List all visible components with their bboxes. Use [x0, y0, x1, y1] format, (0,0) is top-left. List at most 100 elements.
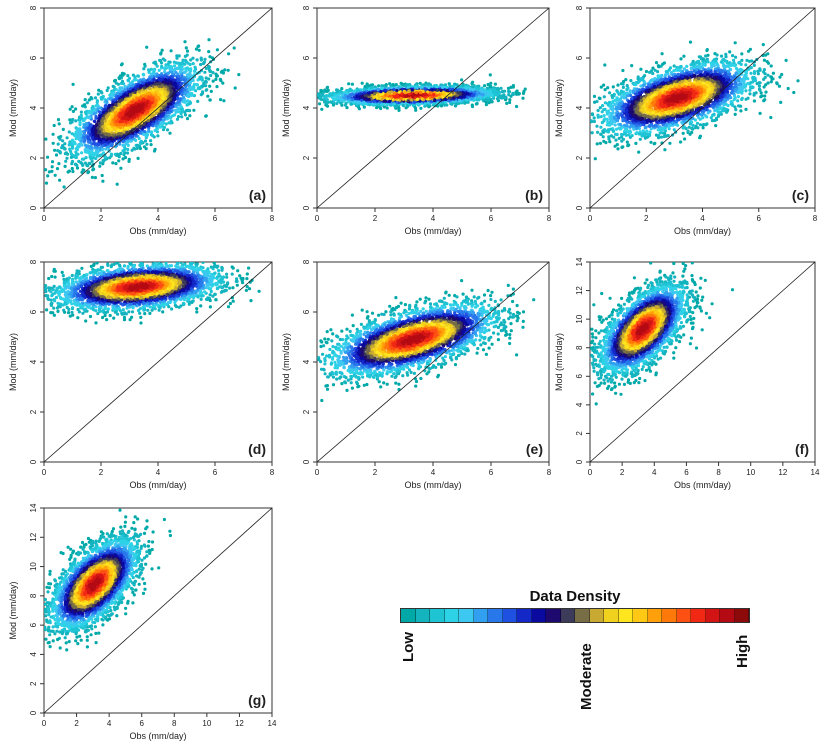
data-point [57, 135, 61, 139]
data-point [91, 132, 95, 136]
data-point [128, 122, 132, 126]
data-point [108, 156, 112, 160]
data-point [71, 169, 75, 174]
data-point [120, 112, 125, 117]
data-point [134, 102, 138, 106]
data-point [118, 129, 122, 133]
data-point [127, 159, 131, 163]
data-point [103, 132, 107, 136]
data-point [50, 169, 54, 173]
data-point [136, 92, 140, 97]
data-point [159, 78, 163, 82]
data-point [141, 98, 145, 102]
data-point [124, 141, 128, 146]
data-point [149, 143, 153, 147]
data-point [133, 75, 137, 79]
data-point [221, 81, 225, 85]
data-point [165, 117, 169, 121]
data-point [100, 133, 104, 137]
data-point [152, 91, 156, 95]
data-point [104, 147, 108, 151]
data-point [63, 164, 67, 168]
data-point [380, 84, 384, 88]
data-point [158, 125, 163, 129]
data-point [204, 66, 208, 70]
data-point [208, 55, 212, 59]
data-point [125, 151, 130, 155]
data-point [159, 109, 163, 113]
data-point [150, 75, 154, 79]
data-point [102, 110, 106, 114]
data-point [504, 98, 508, 102]
y-tick-label: 4 [29, 105, 38, 110]
data-point [147, 129, 151, 133]
data-point [139, 139, 143, 143]
data-point [78, 131, 82, 135]
data-point [158, 117, 162, 121]
data-point [169, 49, 173, 53]
data-point [109, 122, 114, 126]
data-point [110, 144, 114, 148]
data-point [192, 108, 196, 112]
data-point [152, 117, 157, 121]
data-point [118, 125, 123, 130]
data-point [185, 99, 190, 103]
data-point [88, 148, 92, 152]
data-point [114, 87, 118, 92]
data-point [125, 108, 129, 112]
data-point [126, 147, 130, 152]
data-point [90, 146, 94, 150]
data-point [101, 147, 105, 151]
data-point [65, 136, 69, 140]
data-point [112, 79, 117, 83]
data-point [83, 143, 88, 147]
data-point [90, 175, 94, 179]
data-point [68, 140, 72, 144]
data-point [176, 91, 180, 95]
data-point [219, 78, 223, 82]
data-point [191, 78, 195, 83]
data-point [181, 109, 185, 113]
data-point [116, 108, 120, 112]
data-point [165, 108, 169, 112]
data-point [73, 134, 77, 138]
data-point [67, 169, 71, 173]
data-point [163, 58, 167, 62]
data-point [98, 147, 102, 151]
data-point [136, 84, 140, 88]
data-point [176, 100, 180, 104]
data-point [179, 89, 183, 93]
data-point [233, 86, 237, 90]
data-point [185, 90, 189, 94]
data-point [85, 101, 89, 105]
data-point [94, 116, 98, 120]
data-point [125, 135, 129, 139]
data-point [94, 142, 98, 146]
data-point [123, 155, 128, 160]
data-point [58, 178, 62, 182]
data-point [137, 136, 141, 141]
data-point [149, 139, 153, 143]
data-point [172, 64, 177, 68]
data-point [340, 87, 344, 91]
data-point [84, 156, 88, 160]
data-point [154, 124, 158, 128]
data-point [116, 82, 120, 86]
data-point [145, 45, 149, 49]
data-point [80, 170, 84, 174]
data-point [71, 117, 75, 122]
data-point [115, 119, 119, 124]
panel-label: (a) [249, 187, 266, 203]
data-point [118, 99, 122, 103]
data-point [144, 95, 148, 99]
data-point [159, 61, 164, 65]
data-point [121, 73, 125, 77]
data-point [143, 62, 147, 66]
data-point [158, 58, 162, 62]
data-point [46, 174, 50, 178]
data-point [95, 99, 99, 103]
data-point [141, 102, 145, 107]
data-point [126, 97, 130, 101]
data-point [123, 101, 128, 105]
data-point [162, 125, 167, 129]
